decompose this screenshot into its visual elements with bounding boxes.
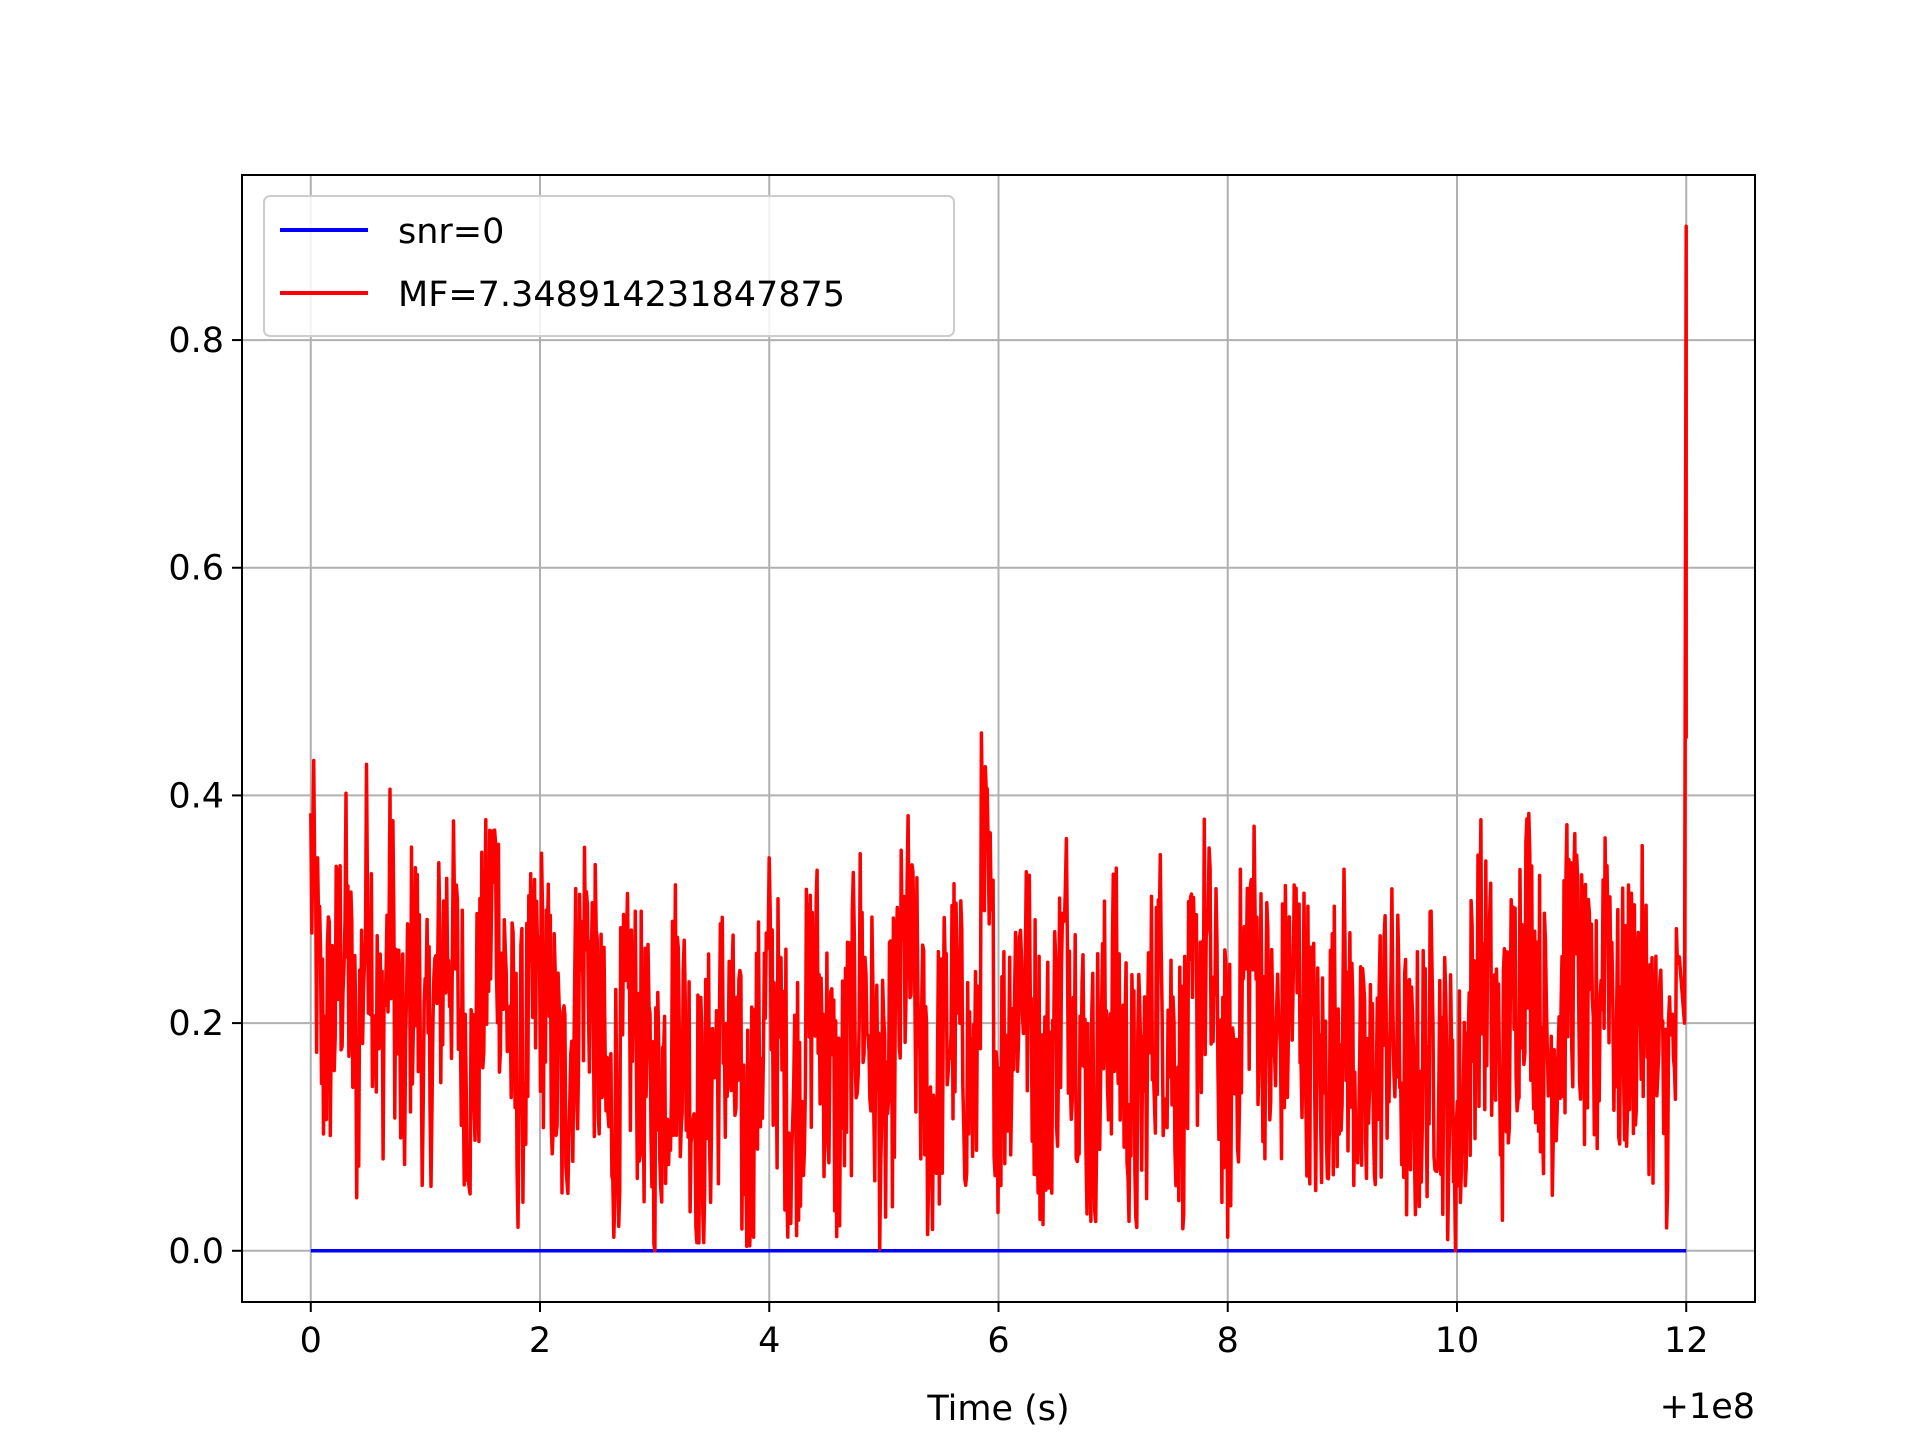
legend-entry-label: MF=7.348914231847875 — [398, 275, 845, 315]
x-axis-offset-label: +1e8 — [1660, 1387, 1755, 1427]
y-tick-label: 0.8 — [168, 321, 224, 361]
legend-entry-label: snr=0 — [398, 212, 504, 252]
y-tick-label: 0.0 — [168, 1232, 224, 1272]
series-layer — [309, 224, 1688, 1253]
grid-lines — [242, 175, 1755, 1302]
x-tick-label: 8 — [1217, 1321, 1239, 1361]
x-tick-label: 0 — [300, 1321, 322, 1361]
y-tick-label: 0.4 — [168, 776, 224, 816]
x-tick-label: 2 — [529, 1321, 551, 1361]
series-line-2 — [309, 224, 1688, 1253]
y-tick-label: 0.2 — [168, 1004, 224, 1044]
x-tick-label: 12 — [1664, 1321, 1709, 1361]
axis-ticks: 0 2 4 6 8 10 12 0.0 0.2 0.4 0.6 0.8 — [168, 321, 1708, 1361]
x-tick-label: 4 — [758, 1321, 780, 1361]
y-tick-label: 0.6 — [168, 549, 224, 589]
x-tick-label: 10 — [1435, 1321, 1480, 1361]
x-axis-label: Time (s) — [926, 1389, 1069, 1429]
x-tick-label: 6 — [987, 1321, 1009, 1361]
legend: snr=0 MF=7.348914231847875 — [263, 195, 955, 337]
legend-box — [263, 195, 955, 337]
